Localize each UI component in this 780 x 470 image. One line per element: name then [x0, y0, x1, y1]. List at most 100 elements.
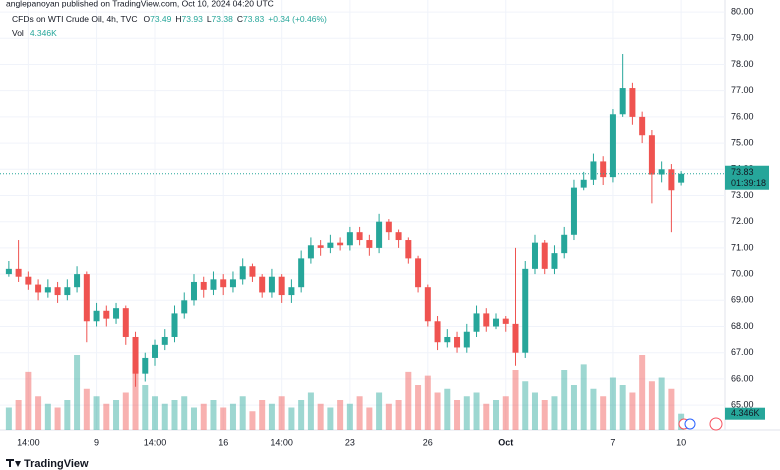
candle-body: [15, 268, 22, 277]
candle-body: [376, 221, 383, 248]
x-tick-label: Oct: [498, 437, 513, 447]
volume-bar: [298, 400, 305, 430]
candle-body: [395, 232, 402, 241]
candle-body: [132, 336, 139, 374]
volume-bar: [483, 403, 490, 430]
candle-body: [454, 336, 461, 348]
candle-body: [639, 116, 646, 136]
x-tick-label: 7: [610, 437, 615, 447]
event-icon[interactable]: [709, 417, 723, 431]
candle-body: [512, 323, 519, 353]
candle-body: [142, 357, 149, 374]
volume-bar: [249, 411, 256, 430]
candle-body: [152, 344, 159, 358]
volume-bar: [171, 400, 178, 430]
candle-body: [531, 242, 538, 269]
x-tick-label: 14:00: [17, 437, 40, 447]
candle-body: [64, 287, 71, 296]
candle-body: [346, 232, 353, 246]
candle-body: [424, 287, 431, 322]
candle-body: [600, 161, 607, 178]
candle-body: [493, 318, 500, 327]
volume-bar: [278, 396, 285, 430]
brand: TradingView: [24, 458, 89, 470]
candle-body: [609, 114, 616, 178]
volume-bar: [152, 396, 159, 430]
legend-item: L: [207, 14, 212, 24]
event-icon[interactable]: [684, 418, 696, 430]
grid: [0, 0, 725, 430]
legend-item: 73.38: [212, 14, 234, 24]
volume-bar: [473, 392, 480, 430]
volume-bar: [405, 371, 412, 430]
volume-bar: [395, 400, 402, 430]
candle-body: [678, 173, 685, 183]
volume-bar: [434, 392, 441, 430]
legend-item: H: [175, 14, 181, 24]
candle-body: [181, 300, 188, 314]
volume-bar: [424, 375, 431, 430]
candle-body: [83, 274, 90, 322]
candle-body: [629, 88, 636, 117]
volume-bar: [161, 403, 168, 430]
candle-body: [220, 279, 227, 288]
candle-body: [210, 279, 217, 290]
legend-item: 4.346K: [30, 28, 57, 38]
legend-item: C: [237, 14, 243, 24]
x-tick-label: 26: [423, 437, 433, 447]
volume-bar: [122, 392, 129, 430]
candle-body: [648, 135, 655, 175]
candle-body: [502, 318, 509, 324]
x-tick-label: 16: [218, 437, 228, 447]
volume-bar: [658, 377, 665, 430]
volume-bar: [541, 400, 548, 430]
candle-body: [122, 308, 129, 337]
volume-bar: [561, 370, 568, 430]
y-tick-label: 77.00: [731, 85, 754, 95]
legend: CFDs on WTI Crude Oil, 4h, TVC O73.49 H73.…: [12, 14, 327, 24]
candle-body: [561, 234, 568, 254]
volume-bar: [337, 400, 344, 430]
y-tick-label: 79.00: [731, 33, 754, 43]
volume-bar: [648, 381, 655, 430]
volume-bar: [385, 403, 392, 430]
axes: 65.00 66.00 67.00 68.00 69.00 70.00 71.00 72.00…: [0, 6, 769, 447]
volume-bar: [522, 381, 529, 430]
candle-body: [541, 242, 548, 269]
y-tick-label: 78.00: [731, 59, 754, 69]
volume-bar: [44, 403, 51, 430]
volume-bar: [142, 385, 149, 430]
publisher: anglepanoyan published on TradingView.co…: [6, 0, 274, 8]
candle-body: [444, 336, 451, 343]
volume-bar: [35, 396, 42, 430]
candle-body: [288, 287, 295, 296]
volume-bar: [327, 407, 334, 430]
volume-bar: [268, 403, 275, 430]
volume-bar: [493, 400, 500, 430]
legend-item: O: [143, 14, 150, 24]
volume-bar: [259, 400, 266, 430]
candle-body: [259, 276, 266, 293]
candle-body: [366, 240, 373, 248]
y-tick-label: 71.00: [731, 242, 754, 252]
y-tick-label: 73.00: [731, 190, 754, 200]
last-price-badge: [725, 165, 769, 190]
y-tick-label: 65.00: [731, 399, 754, 409]
candle-body: [327, 242, 334, 248]
y-tick-label: 75.00: [731, 137, 754, 147]
brand-logo: [6, 459, 21, 467]
volume-bar: [113, 400, 120, 430]
y-tick-label: 70.00: [731, 268, 754, 278]
volume-legend: Vol 4.346K: [12, 28, 57, 38]
y-tick-label: 66.00: [731, 373, 754, 383]
legend-item: CFDs on WTI Crude Oil, 4h, TVC: [12, 14, 137, 24]
volume-bar: [512, 370, 519, 430]
volume-bar: [415, 385, 422, 430]
volume-bar: [190, 407, 197, 430]
candle-body: [25, 276, 32, 285]
candle-body: [405, 240, 412, 259]
volume-bar: [619, 385, 626, 430]
volume-bar: [376, 392, 383, 430]
volume-bar: [551, 396, 558, 430]
